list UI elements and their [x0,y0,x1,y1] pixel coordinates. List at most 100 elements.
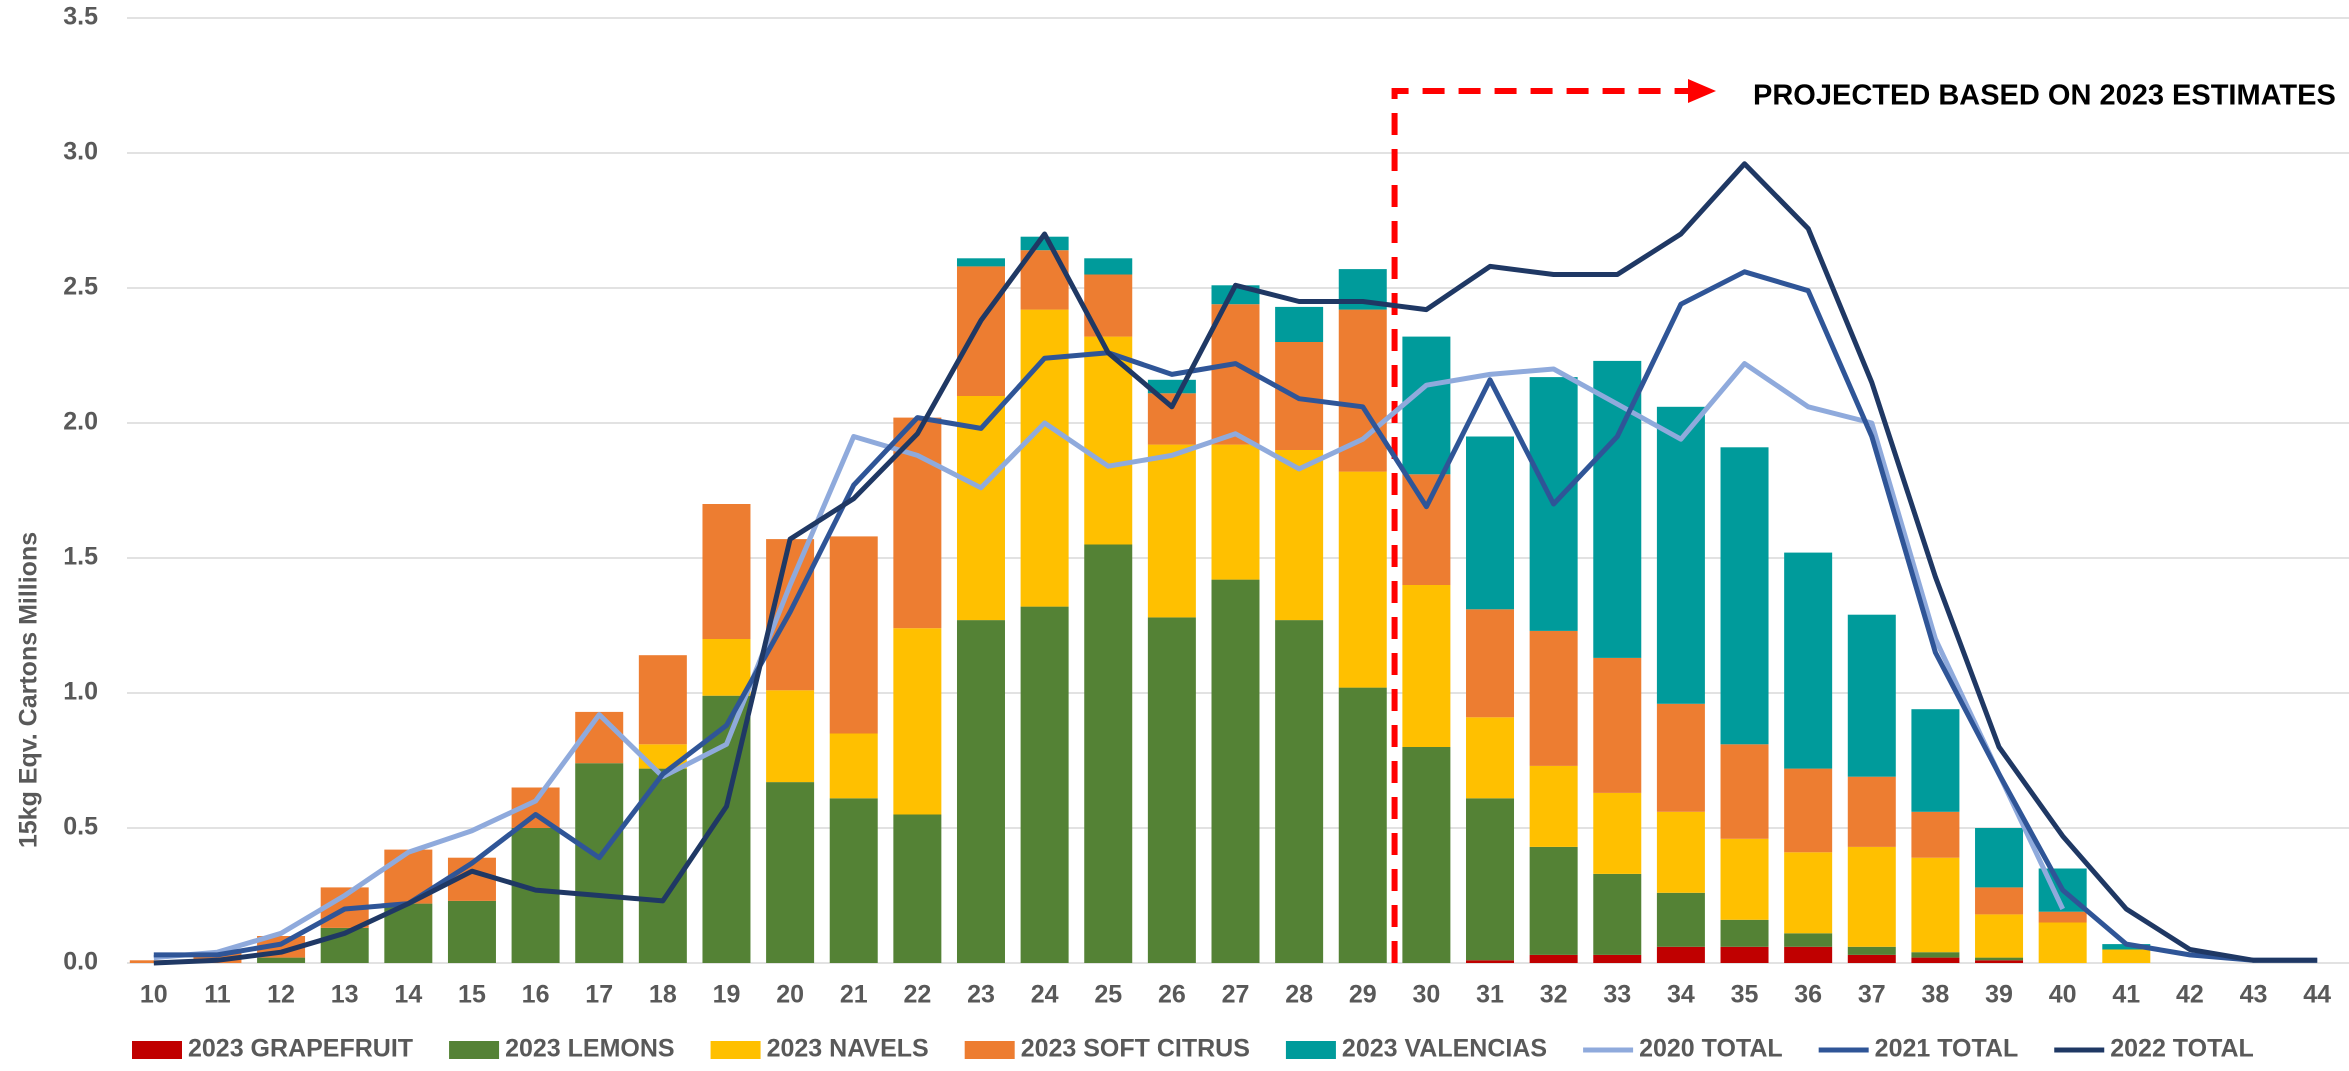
y-tick-label: 0.5 [63,813,98,841]
bar-segment [1784,933,1833,947]
legend-label: 2020 TOTAL [1639,1035,1783,1063]
line-series [153,161,2318,966]
x-tick-label: 33 [1603,981,1631,1009]
bar-segment [1529,846,1578,955]
y-tick-label: 2.0 [63,408,98,436]
bar-segment [1784,552,1833,769]
y-tick-label: 2.5 [63,273,98,301]
bar-segment [1020,606,1069,963]
x-tick-label: 15 [458,981,486,1009]
x-tick-label: 19 [713,981,741,1009]
legend-label: 2023 SOFT CITRUS [1021,1035,1250,1063]
x-tick-label: 31 [1476,981,1504,1009]
bar-segment [1466,436,1515,610]
y-axis-label: 15kg Eqv. Cartons Millions [15,532,43,848]
x-tick-label: 18 [649,981,677,1009]
x-tick-label: 27 [1222,981,1250,1009]
bar-segment [257,957,306,963]
bar-segment [511,828,560,963]
bar-segment [575,763,624,963]
legend-label: 2021 TOTAL [1875,1035,2019,1063]
bar-segment [702,639,751,696]
bar-segment [893,814,942,963]
bar-segment [1784,852,1833,934]
x-tick-label: 30 [1412,981,1440,1009]
x-tick-label: 11 [204,981,231,1009]
bar-segment [829,798,878,963]
bar-segment [1975,914,2024,958]
x-tick-label: 16 [522,981,550,1009]
bar-segment [1975,887,2024,915]
bar-segment [1529,630,1578,766]
bar-segment [2102,949,2151,963]
y-tick-label: 3.5 [63,3,98,31]
bar-segment [1847,846,1896,947]
bar-segment [1975,957,2024,961]
bar-segment [1911,952,1960,958]
bar-segment [1911,857,1960,953]
bar-segment [1847,954,1896,963]
bar-segment [1720,447,1769,745]
bar-segment [1593,657,1642,793]
bar-segment [1147,393,1196,445]
bar-segment [1720,838,1769,920]
projection-arrow [1688,79,1716,103]
y-tick-label: 0.0 [63,948,98,976]
bar-segment [1211,444,1260,580]
legend-swatch [132,1041,182,1059]
bar-segment [1656,703,1705,812]
x-tick-label: 43 [2240,981,2268,1009]
bar-segment [956,396,1005,621]
bar-segment [1466,798,1515,961]
bar-segment [1466,960,1515,963]
x-tick-label: 25 [1094,981,1122,1009]
x-tick-label: 42 [2176,981,2204,1009]
x-tick-label: 28 [1285,981,1313,1009]
bar-segment [1593,954,1642,963]
bar-segment [766,782,815,963]
bar-segment [1593,792,1642,874]
bar-segment [1147,617,1196,963]
bar-segment [829,733,878,799]
bar-segment [1656,892,1705,947]
line-series [153,361,2065,961]
bar-segment [193,952,242,963]
x-tick-label: 37 [1858,981,1886,1009]
bar-segment [2038,911,2087,923]
x-tick-label: 44 [2303,981,2331,1009]
line-series [153,269,2318,963]
bar-segment [893,628,942,815]
x-tick-label: 17 [585,981,613,1009]
bar-segment [1402,474,1451,585]
bar-segment [1275,306,1324,342]
bar-segment [638,744,687,769]
legend-label: 2022 TOTAL [2110,1035,2254,1063]
y-tick-label: 1.5 [63,543,98,571]
x-tick-label: 12 [267,981,295,1009]
legend-label: 2023 LEMONS [505,1035,675,1063]
bar-segment [1911,957,1960,963]
bar-segment [1656,406,1705,704]
y-tick-label: 1.0 [63,678,98,706]
x-tick-label: 23 [967,981,995,1009]
bar-segment [1084,544,1133,963]
bar-segment [1466,609,1515,718]
bar-segment [1847,614,1896,777]
x-tick-label: 26 [1158,981,1186,1009]
bar-segment [1975,828,2024,888]
bar-segment [1656,811,1705,893]
legend-swatch [710,1041,761,1059]
bar-segment [1402,747,1451,963]
x-tick-label: 13 [331,981,359,1009]
bar-segment [1529,765,1578,847]
bar-segment [2102,944,2151,950]
bar-segment [638,768,687,963]
bar-segment [1466,717,1515,799]
bar-segment [1338,471,1387,688]
bar-segment [702,504,751,639]
x-tick-label: 39 [1985,981,2013,1009]
bar-segment [1720,946,1769,963]
bar-segment [1911,811,1960,858]
legend-swatch [449,1041,500,1059]
